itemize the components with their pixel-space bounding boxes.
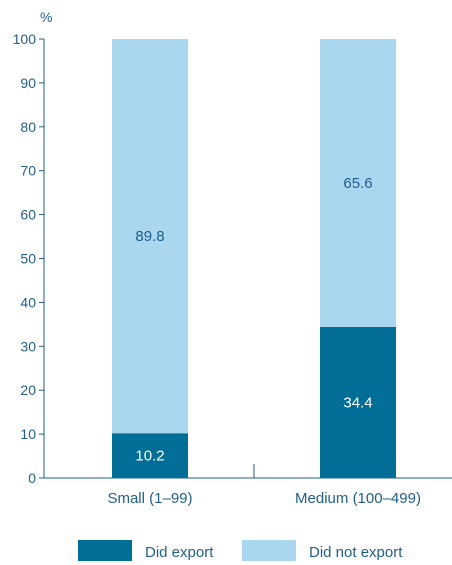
bar-segment-did-not-export xyxy=(320,39,396,327)
y-tick-label: 40 xyxy=(20,294,36,310)
bar-value-label: 34.4 xyxy=(343,394,372,411)
y-tick-label: 10 xyxy=(20,426,36,442)
bar-value-label: 10.2 xyxy=(135,448,164,465)
y-tick-label: 20 xyxy=(20,382,36,398)
y-tick-label: 100 xyxy=(13,31,37,47)
legend-swatch xyxy=(78,540,132,561)
x-category-label: Small (1–99) xyxy=(107,490,192,507)
y-tick-label: 0 xyxy=(28,470,36,486)
y-axis: 0 10 20 30 40 50 60 70 80 90 100 xyxy=(13,31,45,486)
legend: Did export Did not export xyxy=(78,540,403,561)
legend-label: Did export xyxy=(145,544,214,561)
y-tick-label: 80 xyxy=(20,119,36,135)
y-tick-label: 60 xyxy=(20,207,36,223)
bar-segment-did-not-export xyxy=(112,39,188,434)
y-tick-label: 50 xyxy=(20,251,36,267)
bar-segment-did-export xyxy=(112,433,188,478)
bar-segment-did-export xyxy=(320,326,396,478)
x-category-label: Medium (100–499) xyxy=(295,490,421,507)
legend-label: Did not export xyxy=(309,544,403,561)
y-axis-unit-label: % xyxy=(40,9,52,25)
bars: 10.2 89.8 34.4 65.6 xyxy=(112,39,396,478)
y-tick-label: 90 xyxy=(20,75,36,91)
bar-value-label: 89.8 xyxy=(135,228,164,245)
y-tick-label: 30 xyxy=(20,338,36,354)
bar-value-label: 65.6 xyxy=(343,175,372,192)
legend-swatch xyxy=(242,540,296,561)
y-tick-label: 70 xyxy=(20,163,36,179)
